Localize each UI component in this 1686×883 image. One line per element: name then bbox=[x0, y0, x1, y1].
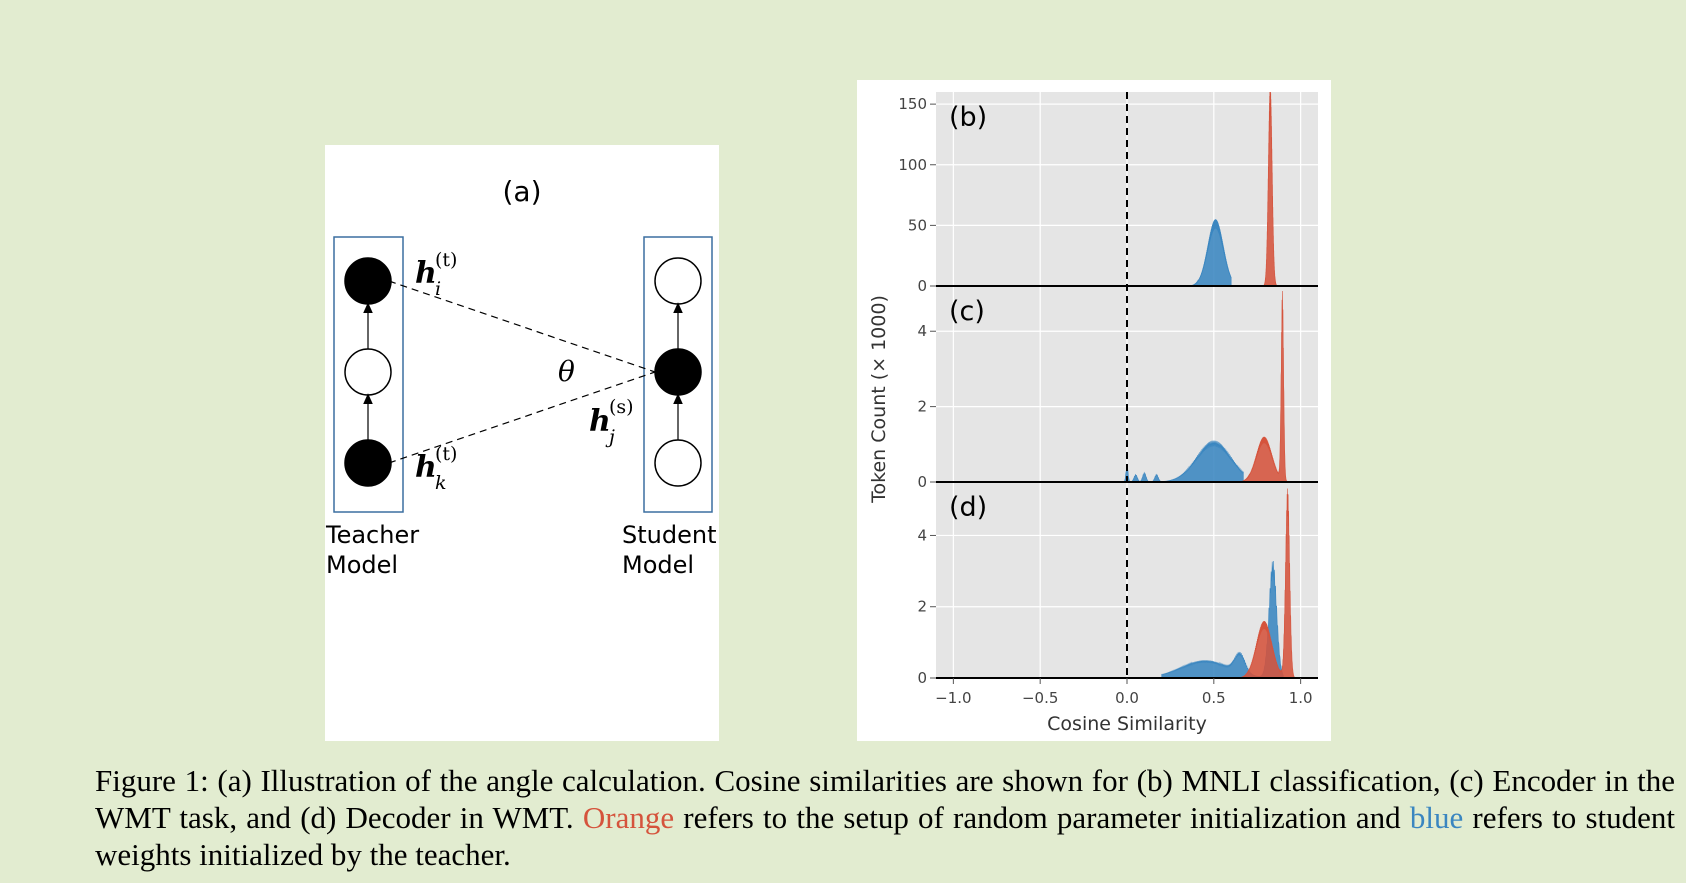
svg-text:j: j bbox=[605, 426, 615, 448]
svg-text:h: h bbox=[589, 404, 611, 439]
student-box bbox=[643, 236, 713, 513]
y-tick-label-0-0: 0 bbox=[917, 277, 927, 295]
y-tick-label-0-1: 50 bbox=[908, 216, 927, 234]
svg-text:(t): (t) bbox=[435, 443, 457, 465]
student-label-line1: Student bbox=[622, 521, 716, 549]
teacher-node-middle bbox=[344, 348, 392, 396]
teacher-node-top bbox=[344, 257, 392, 305]
hist-orange-series-2 bbox=[1237, 488, 1296, 679]
h-j-label: h j (s) bbox=[589, 396, 634, 448]
y-tick-label-2-2: 4 bbox=[917, 526, 927, 544]
y-tick-label-1-1: 2 bbox=[917, 398, 927, 416]
x-tick-label-4: 1.0 bbox=[1289, 689, 1313, 707]
x-tick-label-0: −1.0 bbox=[935, 689, 971, 707]
y-tick-label-0-3: 150 bbox=[898, 95, 927, 113]
svg-text:k: k bbox=[435, 472, 447, 494]
student-node-middle bbox=[654, 348, 702, 396]
y-axis-label: Token Count (× 1000) bbox=[868, 295, 890, 504]
y-tick-label-1-2: 4 bbox=[917, 322, 927, 340]
y-tick-label-0-2: 100 bbox=[898, 156, 927, 174]
panel-bcd-chart: 0 50 100 150 (b) 0 2 4 (c) 0 2 4 (d) −1.0 −0.5 0.0 0.5 1.… bbox=[857, 80, 1331, 741]
panel-a-diagram: (a) θ h i (t) h k (t) h bbox=[325, 145, 719, 741]
caption-text-3: refers to student weights initialized by… bbox=[95, 800, 1675, 872]
cosine-histograms: 0 50 100 150 (b) 0 2 4 (c) 0 2 4 (d) −1.0 −0.5 0.0 0.5 1.… bbox=[868, 91, 1318, 735]
x-tick-label-3: 0.5 bbox=[1202, 689, 1226, 707]
h-i-label: h i (t) bbox=[415, 249, 457, 300]
panel-label-0: (b) bbox=[949, 102, 987, 133]
caption-text-1: Figure 1: (a) Illustration of the angle … bbox=[95, 763, 1675, 835]
caption-orange-word: Orange bbox=[582, 800, 675, 835]
teacher-box bbox=[333, 236, 404, 513]
figure-caption: Figure 1: (a) Illustration of the angle … bbox=[95, 762, 1675, 873]
y-tick-label-2-0: 0 bbox=[917, 669, 927, 687]
svg-text:(t): (t) bbox=[435, 249, 457, 271]
svg-text:i: i bbox=[435, 278, 441, 300]
svg-text:h: h bbox=[415, 256, 437, 291]
caption-text-2: refers to the setup of random parameter … bbox=[674, 800, 1410, 835]
student-label-line2: Model bbox=[622, 551, 694, 579]
teacher-node-bottom bbox=[344, 439, 392, 487]
theta-label: θ bbox=[558, 355, 575, 388]
svg-text:(s): (s) bbox=[609, 396, 634, 418]
student-node-top bbox=[654, 257, 702, 305]
panel-a-label: (a) bbox=[502, 175, 541, 208]
dashed-line-lower bbox=[388, 371, 656, 464]
student-node-bottom bbox=[654, 439, 702, 487]
y-tick-label-2-1: 2 bbox=[917, 598, 927, 616]
x-axis-label: Cosine Similarity bbox=[1047, 713, 1207, 735]
dashed-line-upper bbox=[388, 280, 656, 373]
x-tick-label-2: 0.0 bbox=[1115, 689, 1139, 707]
panel-label-2: (d) bbox=[949, 492, 987, 523]
caption-blue-word: blue bbox=[1409, 800, 1464, 835]
hist-blue-series-0 bbox=[1190, 219, 1232, 287]
y-tick-label-1-0: 0 bbox=[917, 473, 927, 491]
teacher-label-line1: Teacher bbox=[325, 521, 419, 549]
svg-text:h: h bbox=[415, 450, 437, 485]
hist-orange-series-1 bbox=[1239, 291, 1293, 483]
panel-label-1: (c) bbox=[949, 296, 985, 327]
hist-blue-series-1 bbox=[1123, 440, 1244, 483]
teacher-label-line2: Model bbox=[326, 551, 398, 579]
h-k-label: h k (t) bbox=[415, 443, 457, 494]
angle-diagram: (a) θ h i (t) h k (t) h bbox=[325, 175, 716, 579]
x-tick-label-1: −0.5 bbox=[1022, 689, 1058, 707]
